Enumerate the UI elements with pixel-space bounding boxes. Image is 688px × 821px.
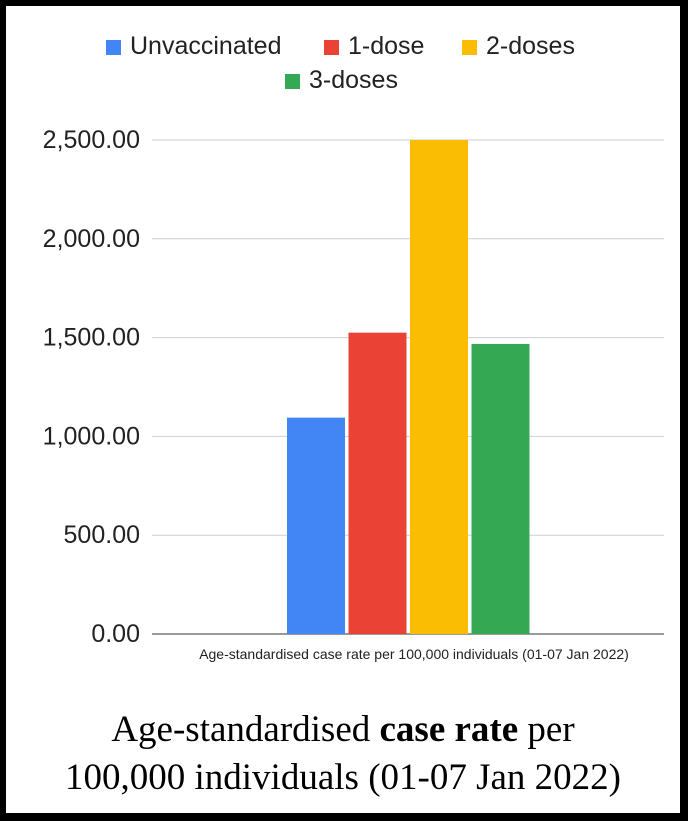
- x-axis-category-label: Age-standardised case rate per 100,000 i…: [199, 646, 629, 662]
- bars: [287, 140, 530, 634]
- legend-swatch: [285, 74, 300, 89]
- bar-3-doses: [471, 343, 530, 634]
- y-axis-ticks: 0.00 500.00 1,000.00 1,500.00 2,000.00 2,500.…: [43, 126, 140, 648]
- caption-bold: case rate: [379, 709, 519, 750]
- legend-label: 3-doses: [309, 66, 398, 94]
- chart-legend: Unvaccinated 1-dose 2-doses 3-doses: [106, 32, 575, 94]
- legend-swatch: [462, 40, 477, 55]
- legend-label: 2-doses: [486, 32, 575, 60]
- caption-text-1: Age-standardised: [111, 709, 380, 750]
- y-tick-label: 1,500.00: [43, 324, 140, 352]
- y-tick-label: 1,000.00: [43, 422, 140, 450]
- caption-line-2: 100,000 individuals (01-07 Jan 2022): [65, 757, 621, 798]
- y-tick-label: 2,500.00: [43, 126, 140, 154]
- y-tick-label: 2,000.00: [43, 225, 140, 253]
- legend-label: 1-dose: [348, 32, 424, 60]
- chart-caption: Age-standardised case rate per 100,000 i…: [6, 706, 680, 802]
- caption-text-2: per: [518, 709, 575, 750]
- bar-2-doses: [410, 140, 468, 634]
- chart-frame: Unvaccinated 1-dose 2-doses 3-doses 0.00 500…: [6, 6, 680, 813]
- legend-swatch: [324, 40, 339, 55]
- gridlines: [152, 139, 664, 635]
- bar-1-dose: [348, 332, 407, 634]
- bar-unvaccinated: [287, 417, 345, 634]
- y-tick-label: 0.00: [91, 620, 140, 648]
- bar-chart: Unvaccinated 1-dose 2-doses 3-doses 0.00 500…: [43, 32, 664, 662]
- legend-swatch: [106, 40, 121, 55]
- y-tick-label: 500.00: [64, 521, 140, 549]
- legend-label: Unvaccinated: [130, 32, 281, 60]
